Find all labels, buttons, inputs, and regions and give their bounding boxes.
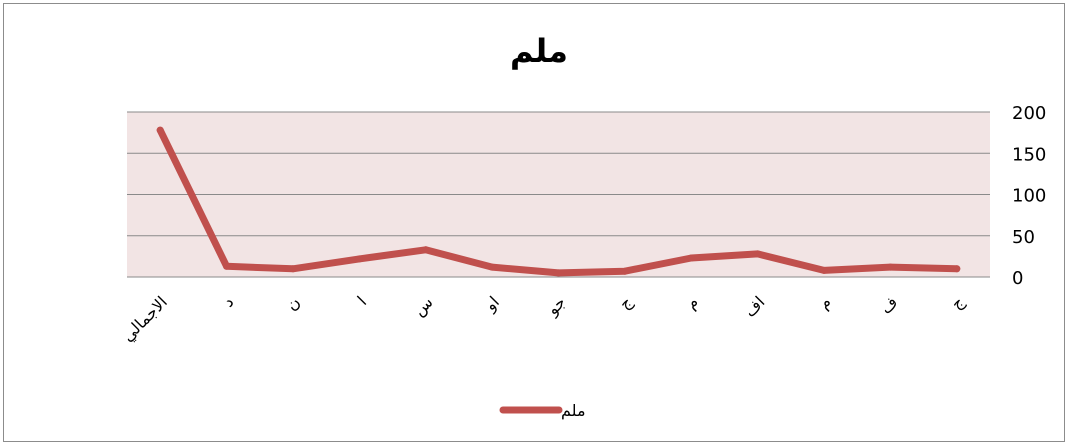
data-point (555, 269, 562, 277)
y-axis-tick-labels: 0 50 100 150 200 (1012, 103, 1046, 289)
x-axis-tick-labels: الاجمالي د ن ا س او جو ج م اف م ف ج (118, 292, 969, 346)
data-point (953, 265, 961, 273)
x-tick-label: م (682, 292, 702, 312)
legend-label: ملم (561, 401, 586, 420)
y-tick-label: 0 (1012, 268, 1023, 289)
data-point (488, 263, 496, 271)
data-point (687, 254, 695, 262)
x-tick-label: ف (876, 292, 901, 317)
x-tick-label: او (480, 292, 503, 315)
x-tick-label: ن (282, 292, 304, 314)
data-point (820, 266, 828, 274)
data-point (355, 255, 363, 263)
x-tick-label: الاجمالي (118, 292, 172, 346)
series-group (156, 126, 961, 277)
data-point (289, 265, 297, 273)
chart-title: ملم (510, 32, 568, 70)
x-tick-label: ا (354, 292, 371, 309)
gridlines (127, 111, 990, 278)
y-tick-label: 100 (1012, 186, 1046, 207)
data-point (754, 250, 762, 258)
x-tick-label: م (814, 292, 834, 312)
x-tick-label: ج (947, 292, 969, 314)
data-point (156, 126, 164, 134)
x-tick-label: جو (542, 292, 570, 320)
data-point (223, 262, 231, 270)
y-tick-label: 50 (1012, 227, 1035, 248)
y-tick-label: 200 (1012, 103, 1046, 124)
x-tick-label: س (409, 292, 436, 319)
y-tick-label: 150 (1012, 144, 1046, 165)
data-point (422, 246, 430, 254)
x-tick-label: اف (740, 292, 768, 320)
x-tick-label: د (219, 292, 237, 310)
data-point (886, 263, 894, 271)
data-point (621, 267, 629, 275)
legend: ملم (499, 401, 586, 420)
x-tick-label: ج (615, 292, 637, 314)
